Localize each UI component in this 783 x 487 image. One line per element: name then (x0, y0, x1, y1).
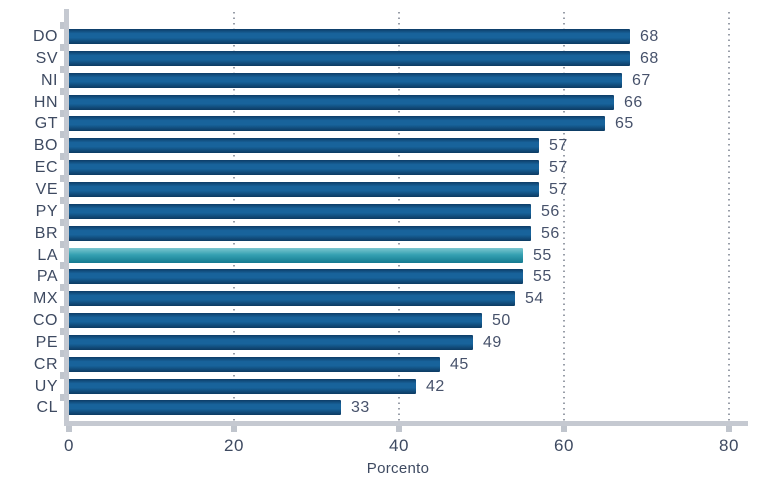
y-tick (60, 44, 64, 51)
category-label-GT: GT (34, 115, 58, 132)
bar-value-label: 57 (549, 159, 568, 176)
category-label-VE: VE (35, 181, 58, 198)
category-label-LA: LA (37, 247, 58, 264)
category-label-BO: BO (33, 137, 58, 154)
y-tick (60, 350, 64, 357)
x-tick-label-0: 0 (64, 436, 74, 455)
y-tick (60, 262, 64, 269)
category-label-UY: UY (34, 378, 58, 395)
bar-CL (69, 400, 341, 415)
bar-GT (69, 116, 605, 131)
y-tick (60, 372, 64, 379)
bar-value-label: 57 (549, 137, 568, 154)
y-tick (60, 306, 64, 313)
x-tick-60 (561, 426, 567, 432)
y-tick (60, 88, 64, 95)
y-tick (60, 22, 64, 29)
gridline-60 (563, 12, 565, 421)
category-label-HN: HN (33, 94, 58, 111)
category-label-DO: DO (33, 28, 58, 45)
category-label-EC: EC (34, 159, 58, 176)
x-tick-80 (726, 426, 732, 432)
bar-value-label: 49 (483, 334, 502, 351)
bar-value-label: 42 (426, 378, 445, 395)
bar-PA (69, 269, 523, 284)
y-tick (60, 153, 64, 160)
category-label-PY: PY (35, 203, 58, 220)
y-tick (60, 241, 64, 248)
bar-EC (69, 160, 539, 175)
bar-BO (69, 138, 539, 153)
category-label-PE: PE (35, 334, 58, 351)
bar-HN (69, 95, 614, 110)
bar-value-label: 50 (492, 312, 511, 329)
y-tick (60, 219, 64, 226)
bar-highlight-LA (69, 248, 523, 263)
y-tick (60, 284, 64, 291)
bar-value-label: 45 (450, 356, 469, 373)
bar-value-label: 54 (525, 290, 544, 307)
category-label-SV: SV (35, 50, 58, 67)
y-tick (60, 328, 64, 335)
category-label-CL: CL (36, 399, 58, 416)
category-label-CR: CR (33, 356, 58, 373)
bar-VE (69, 182, 539, 197)
gridline-80 (728, 12, 730, 421)
category-label-CO: CO (33, 312, 58, 329)
bar-value-label: 56 (541, 203, 560, 220)
bar-CR (69, 357, 440, 372)
x-tick-20 (231, 426, 237, 432)
x-tick-label-80: 80 (719, 436, 739, 455)
bar-value-label: 57 (549, 181, 568, 198)
bar-value-label: 33 (351, 399, 370, 416)
bar-value-label: 67 (632, 72, 651, 89)
y-tick (60, 66, 64, 73)
bar-PY (69, 204, 531, 219)
x-tick-label-20: 20 (224, 436, 244, 455)
x-tick-0 (66, 426, 72, 432)
y-tick (60, 110, 64, 117)
bar-value-label: 66 (624, 94, 643, 111)
category-label-MX: MX (33, 290, 58, 307)
bar-value-label: 55 (533, 268, 552, 285)
y-tick (60, 175, 64, 182)
x-tick-label-60: 60 (554, 436, 574, 455)
y-tick (60, 394, 64, 401)
bar-UY (69, 379, 416, 394)
bar-MX (69, 291, 515, 306)
bar-CO (69, 313, 482, 328)
bar-BR (69, 226, 531, 241)
bar-value-label: 65 (615, 115, 634, 132)
y-axis-line (64, 9, 69, 426)
bar-value-label: 55 (533, 247, 552, 264)
bar-PE (69, 335, 473, 350)
x-axis-line (64, 421, 748, 426)
x-tick-label-40: 40 (389, 436, 409, 455)
bar-NI (69, 73, 622, 88)
x-tick-40 (396, 426, 402, 432)
bar-value-label: 68 (640, 50, 659, 67)
category-label-BR: BR (34, 225, 58, 242)
y-tick (60, 197, 64, 204)
y-tick (60, 131, 64, 138)
bar-value-label: 68 (640, 28, 659, 45)
bar-DO (69, 29, 630, 44)
bar-value-label: 56 (541, 225, 560, 242)
category-label-PA: PA (36, 268, 58, 285)
bar-SV (69, 51, 630, 66)
category-label-NI: NI (41, 72, 58, 89)
x-axis-title: Porcento (366, 460, 430, 477)
